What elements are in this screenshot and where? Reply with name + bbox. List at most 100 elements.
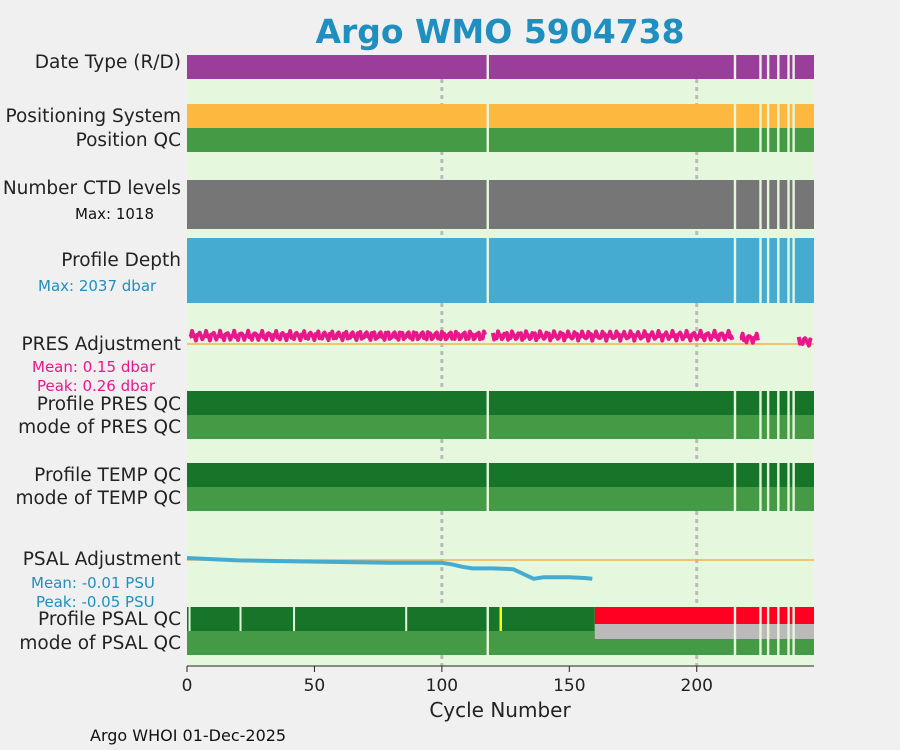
- x-tick-label-150: 150: [553, 676, 586, 696]
- pres-adjustment-series-3: [796, 336, 813, 348]
- missing-cycle-118: [486, 391, 489, 439]
- missing-cycle-236: [787, 180, 790, 229]
- missing-cycle-238: [792, 55, 795, 79]
- label-ctd-levels: Number CTD levels: [2, 178, 181, 199]
- missing-cycle-228: [766, 238, 770, 303]
- gridlines: [440, 55, 699, 666]
- missing-cycle-225: [759, 607, 762, 655]
- missing-cycle-225: [759, 391, 762, 439]
- x-tick-label-50: 50: [303, 676, 326, 696]
- missing-cycle-215: [733, 391, 737, 439]
- x-tick-label-100: 100: [425, 676, 459, 696]
- missing-cycle-118: [486, 180, 489, 229]
- missing-cycle-232: [777, 55, 780, 79]
- missing-cycle-228: [766, 55, 770, 79]
- missing-cycle-215: [733, 180, 737, 229]
- x-axis-label: Cycle Number: [429, 698, 571, 722]
- missing-cycle-238: [792, 463, 795, 511]
- missing-cycle-232: [777, 104, 780, 152]
- profile-depth-bar: [187, 238, 814, 303]
- missing-cycle-215: [733, 55, 737, 79]
- pres-adjustment-series-2: [739, 331, 760, 345]
- missing-cycle-215: [733, 607, 737, 655]
- missing-cycle-118: [486, 55, 489, 79]
- label-positioning-system: Positioning System: [5, 106, 181, 127]
- missing-cycle-236: [787, 55, 790, 79]
- missing-cycle-236: [787, 463, 790, 511]
- x-tick-label-200: 200: [680, 676, 713, 696]
- label-profile-psal-qc: Profile PSAL QC: [38, 609, 181, 630]
- pres-adjustment-series-1: [490, 328, 735, 343]
- missing-cycle-236: [787, 607, 790, 655]
- psal-qc-probable-good-123: [499, 607, 502, 631]
- missing-cycle-236: [787, 238, 790, 303]
- missing-cycle-228: [766, 463, 770, 511]
- missing-cycle-232: [777, 180, 780, 229]
- missing-cycle-215: [733, 238, 737, 303]
- positioning-system-bar: [187, 104, 814, 128]
- psal-qc-gap-86: [405, 607, 408, 631]
- missing-cycle-236: [787, 104, 790, 152]
- label-pres-adjustment: PRES Adjustment: [21, 334, 181, 355]
- missing-cycle-118: [486, 104, 489, 152]
- missing-cycle-232: [777, 463, 780, 511]
- psal-qc-gap-1: [188, 607, 191, 631]
- label-profile-depth: Profile Depth: [61, 250, 181, 271]
- missing-cycle-238: [792, 238, 795, 303]
- mode-pres-qc-bar: [187, 415, 814, 439]
- pres-adjustment-series-0: [188, 328, 488, 343]
- mode-psal-qc-flag-bar: [594, 624, 814, 639]
- pres-peak-value: Peak: 0.26 dbar: [37, 377, 156, 395]
- pres-mean-value: Mean: 0.15 dbar: [32, 358, 156, 376]
- missing-cycle-215: [733, 463, 737, 511]
- footer-credit: Argo WHOI 01-Dec-2025: [90, 726, 287, 745]
- missing-cycle-238: [792, 391, 795, 439]
- missing-cycle-238: [792, 180, 795, 229]
- position-qc-bar: [187, 128, 814, 152]
- label-profile-pres-qc: Profile PRES QC: [36, 394, 181, 415]
- missing-cycle-225: [759, 104, 762, 152]
- profile-pres-qc-bar: [187, 391, 814, 415]
- label-mode-temp-qc: mode of TEMP QC: [15, 488, 181, 509]
- missing-cycle-228: [766, 104, 770, 152]
- missing-cycle-228: [766, 180, 770, 229]
- ctd-max-value: Max: 1018: [75, 205, 155, 223]
- profile-psal-qc-good-bar: [187, 607, 595, 631]
- x-axis: [186, 665, 814, 672]
- missing-cycle-236: [787, 391, 790, 439]
- missing-cycle-232: [777, 607, 780, 655]
- missing-cycle-225: [759, 55, 762, 79]
- date-type-bar: [187, 55, 814, 79]
- psal-qc-gap-21: [239, 607, 242, 631]
- mode-temp-qc-bar: [187, 487, 814, 511]
- missing-cycle-228: [766, 391, 770, 439]
- profile-psal-qc-bad-bar: [594, 607, 814, 624]
- missing-cycle-238: [792, 607, 795, 655]
- depth-max-value: Max: 2037 dbar: [38, 277, 157, 295]
- ctd-levels-bar: [187, 180, 814, 229]
- missing-cycle-238: [792, 104, 795, 152]
- label-mode-psal-qc: mode of PSAL QC: [19, 633, 181, 654]
- psal-qc-gap-42: [293, 607, 296, 631]
- missing-cycle-225: [759, 180, 762, 229]
- label-position-qc: Position QC: [75, 130, 181, 151]
- missing-cycle-215: [733, 104, 737, 152]
- plot-background: [187, 55, 814, 666]
- psal-peak-value: Peak: -0.05 PSU: [36, 593, 155, 611]
- label-profile-temp-qc: Profile TEMP QC: [34, 465, 181, 486]
- psal-mean-value: Mean: -0.01 PSU: [31, 574, 155, 592]
- missing-cycle-225: [759, 238, 762, 303]
- adjustment-lines: [186, 328, 814, 581]
- label-date-type: Date Type (R/D): [34, 52, 181, 73]
- missing-cycle-225: [759, 463, 762, 511]
- profile-temp-qc-bar: [187, 463, 814, 487]
- missing-cycle-228: [766, 607, 770, 655]
- status-bars: [187, 55, 814, 655]
- psal-adjustment-series: [186, 556, 593, 581]
- missing-cycle-118: [486, 607, 489, 655]
- label-mode-pres-qc: mode of PRES QC: [18, 417, 181, 438]
- chart-title: Argo WMO 5904738: [315, 12, 685, 51]
- label-psal-adjustment: PSAL Adjustment: [22, 549, 181, 570]
- missing-cycle-232: [777, 238, 780, 303]
